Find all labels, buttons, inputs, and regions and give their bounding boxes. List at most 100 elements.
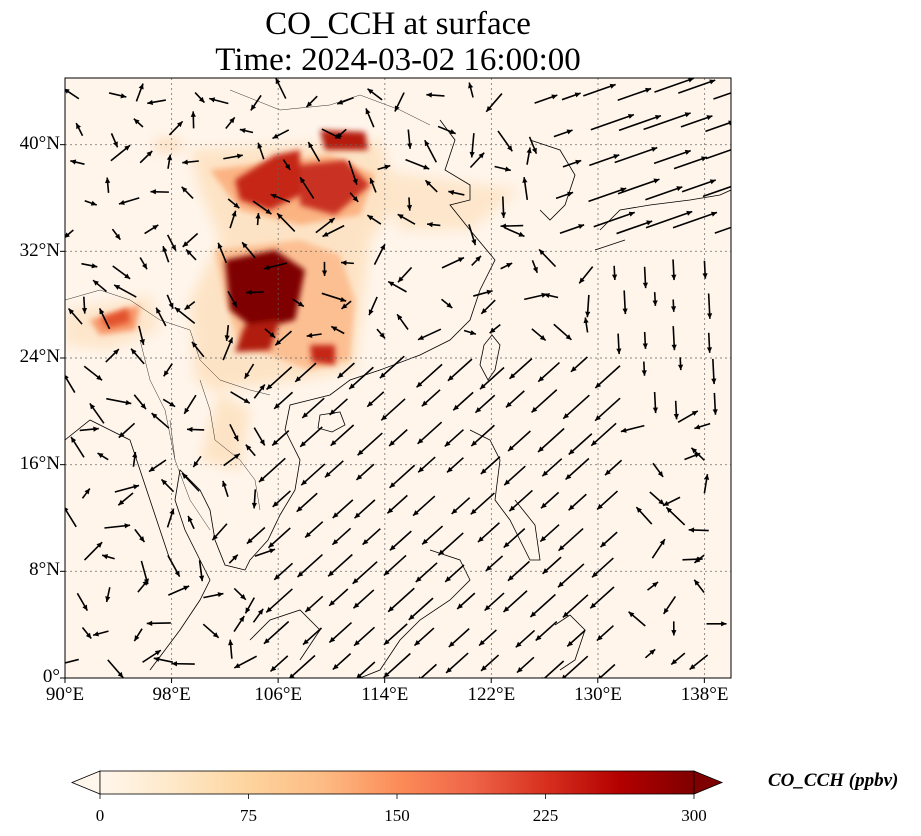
wind-arrow-head — [331, 326, 338, 332]
wind-arrow-head — [301, 479, 308, 486]
wind-arrow — [299, 176, 315, 199]
wind-arrow-head — [655, 114, 661, 120]
wind-arrow — [81, 487, 91, 499]
wind-arrow — [110, 133, 119, 148]
wind-arrow-head — [515, 641, 522, 648]
wind-arrow-head — [579, 277, 585, 284]
wind-arrow-head — [174, 307, 181, 313]
wind-arrow-head — [590, 602, 597, 609]
wind-arrow — [335, 128, 347, 139]
wind-arrow — [589, 154, 620, 167]
lat-tick-label: 0° — [42, 666, 60, 687]
wind-arrow — [138, 325, 145, 346]
wind-arrow-head — [190, 111, 196, 117]
wind-arrow-head — [711, 378, 717, 385]
wind-arrow-head — [712, 409, 718, 415]
wind-arrow-head — [694, 557, 701, 563]
wind-arrow-head — [448, 190, 455, 196]
wind-arrow — [65, 374, 76, 393]
wind-arrow — [543, 292, 559, 299]
wind-arrow — [130, 348, 145, 365]
wind-arrow — [294, 362, 317, 383]
wind-arrow — [386, 494, 408, 514]
wind-arrow — [702, 260, 708, 279]
wind-arrow-head — [65, 88, 70, 94]
wind-arrow — [531, 328, 547, 342]
wind-arrow-head — [706, 347, 713, 353]
wind-arrow-head — [82, 604, 88, 611]
wind-arrow — [184, 301, 196, 311]
wind-arrow — [383, 652, 411, 678]
wind-arrow-shaft — [562, 655, 589, 678]
wind-arrow-shaft — [614, 146, 658, 164]
wind-arrow — [265, 366, 293, 391]
wind-arrow-head — [233, 202, 240, 209]
wind-arrow — [245, 444, 256, 457]
wind-arrow — [239, 128, 254, 134]
wind-arrow-head — [694, 579, 700, 586]
wind-arrow-head — [688, 78, 694, 83]
wind-arrow — [228, 639, 234, 659]
wind-arrow-head — [255, 213, 261, 219]
wind-arrow-head — [93, 280, 99, 286]
wind-arrow-head — [176, 121, 183, 128]
wind-arrow — [477, 522, 500, 543]
wind-arrow-head — [663, 607, 669, 614]
wind-arrow-head — [329, 600, 335, 606]
wind-arrow — [113, 284, 137, 298]
wind-arrow — [352, 589, 375, 609]
wind-arrow — [588, 187, 627, 203]
wind-arrow — [222, 480, 229, 497]
wind-arrow — [211, 523, 228, 541]
wind-arrow-head — [383, 639, 390, 645]
wind-arrow-head — [352, 578, 359, 584]
wind-arrow — [503, 465, 526, 486]
wind-arrow-head — [558, 581, 564, 588]
wind-arrow-head — [166, 154, 173, 161]
wind-arrow — [302, 627, 323, 646]
wind-arrow-shaft — [387, 587, 415, 613]
wind-arrow-head — [68, 308, 75, 315]
wind-arrow-head — [209, 97, 216, 103]
wind-arrow — [148, 459, 167, 473]
wind-arrow-head — [105, 596, 111, 602]
wind-arrow — [407, 129, 413, 149]
wind-arrow — [79, 426, 99, 432]
wind-arrow-head — [578, 224, 585, 230]
wind-arrow — [680, 115, 713, 128]
wind-arrow — [264, 328, 276, 339]
wind-arrow — [591, 557, 614, 578]
wind-arrow — [406, 197, 413, 211]
wind-arrow — [315, 217, 336, 234]
wind-arrow — [537, 361, 560, 383]
wind-arrow — [70, 159, 85, 165]
wind-arrow-head — [649, 649, 656, 655]
wind-arrow-head — [531, 147, 537, 154]
wind-arrow — [671, 621, 677, 636]
wind-arrow — [479, 366, 505, 390]
wind-arrow-head — [85, 632, 92, 639]
wind-arrow — [541, 458, 563, 477]
wind-arrow-head — [689, 664, 696, 670]
wind-arrow-head — [367, 88, 374, 95]
wind-arrow-head — [134, 635, 140, 642]
wind-arrow — [348, 160, 358, 186]
wind-arrow-head — [353, 602, 360, 609]
wind-arrow-head — [691, 410, 698, 416]
wind-arrow — [349, 192, 359, 203]
wind-arrow — [489, 324, 501, 334]
wind-arrow-head — [236, 153, 243, 159]
wind-arrow — [288, 654, 316, 678]
wind-arrow-head — [605, 469, 611, 476]
wind-arrow — [622, 290, 628, 315]
wind-arrow-head — [168, 302, 174, 309]
wind-arrow — [452, 391, 474, 411]
wind-arrow-head — [90, 200, 97, 206]
wind-arrow-head — [217, 242, 223, 249]
wind-arrow — [118, 197, 140, 205]
wind-arrow — [70, 436, 85, 458]
wind-arrow-head — [544, 292, 550, 299]
wind-arrow-head — [275, 78, 281, 85]
wind-arrow-head — [266, 606, 273, 613]
wind-arrow-head — [91, 263, 98, 269]
